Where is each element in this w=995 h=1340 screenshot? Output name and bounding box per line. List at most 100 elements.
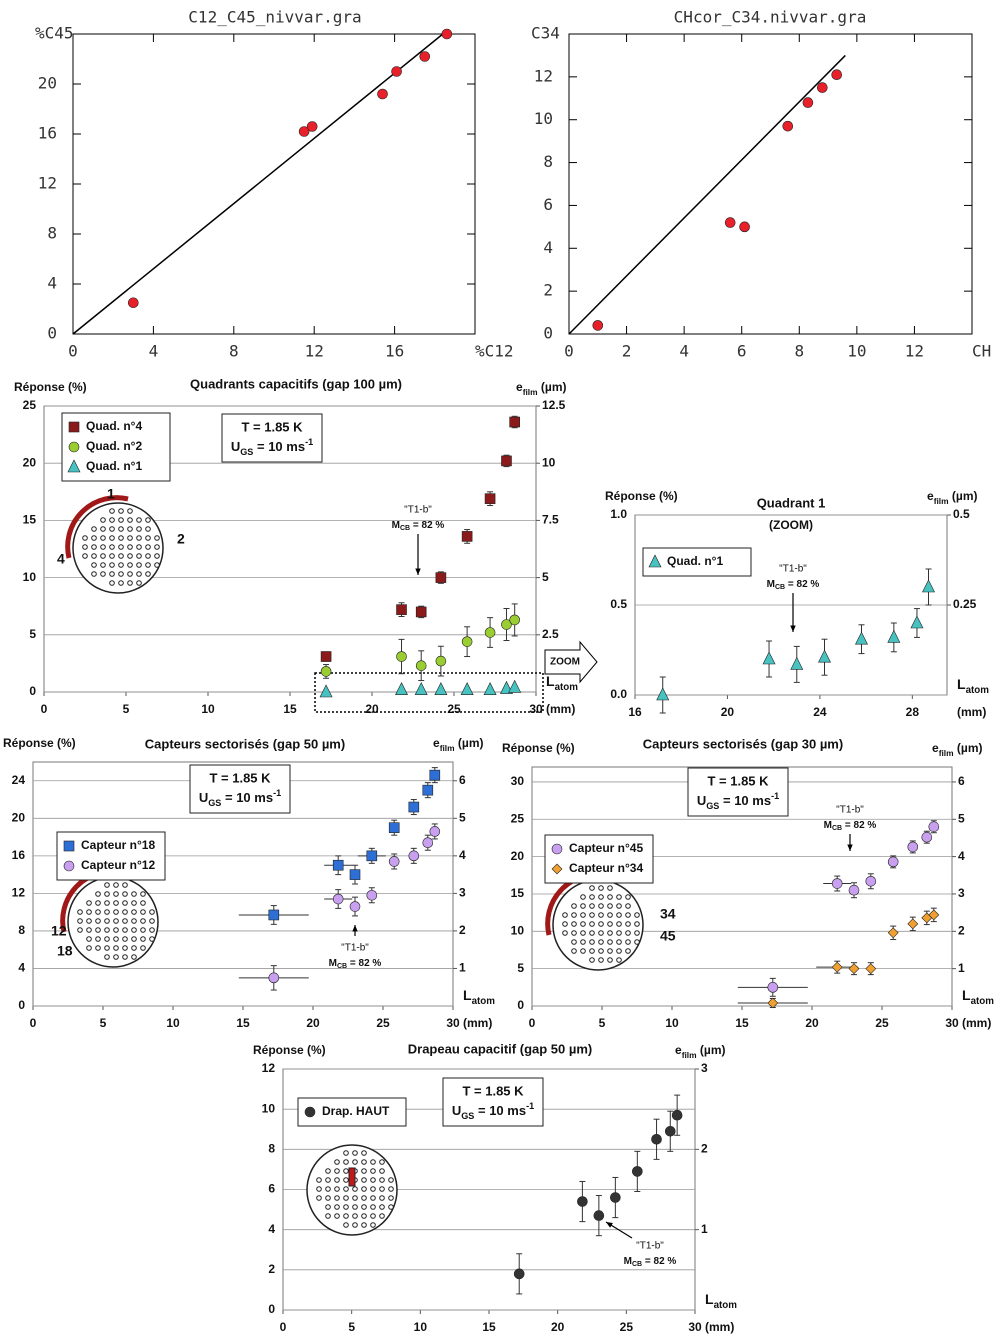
atom-dot [86,927,92,933]
y2-tick-label: 6 [958,774,965,788]
x-axis-label-part: L [957,676,966,692]
legend-marker [551,863,563,875]
y2-axis-label-part: e [516,380,523,394]
x-axis-label: Latom [705,1291,737,1311]
x-tick-label: 2 [622,342,632,361]
x-tick-label: 16 [628,705,642,719]
marker [782,120,794,132]
atom-dot [113,918,119,924]
legend-marker [68,441,80,453]
y-tick-label: 10 [511,923,525,937]
conditions-speed: UGS = 10 ms-1 [697,791,779,811]
atom-dot [136,526,142,532]
marker [435,572,447,583]
marker [332,893,344,905]
y-tick-label: 8 [268,1142,275,1156]
atom-dot [325,1168,331,1174]
y-tick-label: 10 [262,1101,276,1115]
marker [461,636,473,647]
atom-dot [352,1222,358,1228]
atom-dot [122,900,128,906]
marker [509,416,520,428]
chart-title: C12_C45_nivvar.gra [188,8,361,27]
atom-dot [562,912,568,918]
atom-dot [361,1150,367,1156]
x-axis-label-part: L [546,673,555,689]
marker [396,651,407,662]
atom-dot [95,918,101,924]
x-axis-label-part: L [705,1291,714,1307]
note-mcb-part: M [824,820,832,831]
atom-dot [109,562,115,568]
x-tick-label: 10 [166,1016,180,1030]
legend-marker [63,860,75,872]
atom-dot [370,1168,376,1174]
note-mcb-part: CB [832,825,842,832]
y-tick-label: 12 [534,66,553,85]
marker [887,856,899,868]
atom-dot [379,1168,385,1174]
atom-dot [127,544,133,550]
y2-axis-label-part: (µm) [538,380,567,394]
note-arrowhead [847,844,853,851]
y2-tick-label: 7.5 [542,513,559,527]
chart-title: Quadrants capacitifs (gap 100 µm) [190,376,402,391]
y-tick-label: 8 [47,224,57,243]
atom-dot [598,921,604,927]
y2-axis-label: efilm (µm) [433,736,484,753]
x-axis-label-part: atom [966,685,990,696]
atom-dot [122,936,128,942]
atom-dot [95,936,101,942]
note-mcb-part: M [624,1256,632,1267]
atom-dot [118,553,124,559]
x-axis-label: Latom [463,987,495,1007]
y2-tick-label: 0.25 [953,597,977,611]
atom-dot [607,894,613,900]
marker [366,850,378,862]
atom-dot [325,1213,331,1219]
note-mcb-part: CB [337,963,347,970]
atom-dot [388,1195,394,1201]
atom-dot [140,927,146,933]
atom-dot [104,891,110,897]
atom-dot [607,957,613,963]
marker [817,82,828,93]
y2-axis-label-part: e [433,736,440,750]
y-tick-label: 20 [511,849,525,863]
sensor-diagram [306,1144,398,1236]
x-axis-unit: (mm) [546,702,575,716]
conditions-speed-part: -1 [771,791,779,801]
atom-dot [616,948,622,954]
y-tick-label: 30 [511,774,525,788]
y-tick-label: 10 [534,109,553,128]
atom-dot [616,903,622,909]
atom-dot [140,900,146,906]
atom-dot [95,900,101,906]
y-tick-label: 5 [517,961,524,975]
marker [656,687,670,701]
x-tick-label: 15 [735,1016,749,1030]
atom-dot [334,1168,340,1174]
atom-dot [343,1204,349,1210]
x-tick-label: 8 [229,342,239,361]
atom-dot [127,508,133,514]
atom-dot [86,900,92,906]
atom-dot [131,891,137,897]
y2-axis-label: efilm (µm) [516,380,567,397]
atom-dot [379,1177,385,1183]
atom-dot [388,1204,394,1210]
x-tick-label: 5 [123,702,130,716]
marker [508,679,522,693]
marker [268,909,280,921]
x-axis-label: Latom [546,673,578,693]
marker [887,629,901,643]
marker [320,666,332,677]
atom-dot [77,909,83,915]
legend-label: Drap. HAUT [322,1104,390,1118]
x-tick-label: 30 [945,1016,959,1030]
atom-dot [352,1204,358,1210]
atom-dot [122,918,128,924]
y2-tick-label: 4 [958,849,965,863]
zoom-label: ZOOM [550,657,580,668]
